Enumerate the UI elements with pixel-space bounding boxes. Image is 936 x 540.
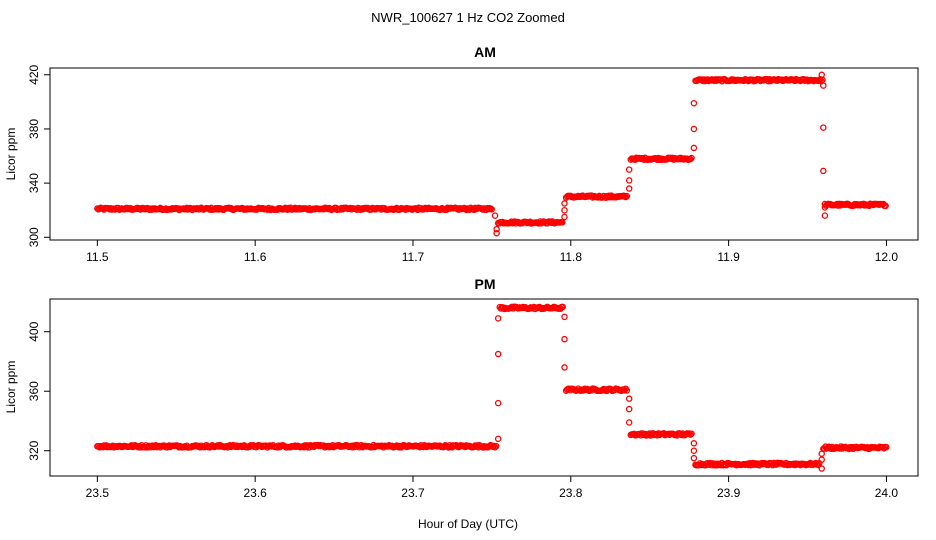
pm-transition-point: [494, 399, 502, 407]
am-panel: AM 11.5 11.6 11.7 11.8 11.9 12.0 300 340 380 420…: [4, 44, 919, 264]
pm-y-axis-label: Licor ppm: [4, 361, 18, 414]
pm-data-point: [559, 303, 567, 311]
am-transition-point: [690, 99, 698, 107]
pm-y-axis: 320 360 400: [27, 321, 50, 461]
am-data-point: [688, 154, 695, 162]
pm-transition-point: [690, 440, 698, 447]
am-y-tick-label: 380: [27, 119, 41, 139]
am-panel-title: AM: [474, 44, 496, 60]
pm-transition-point: [625, 419, 633, 426]
pm-y-tick-label: 360: [27, 381, 41, 401]
pm-x-tick-label: 23.7: [401, 486, 425, 500]
am-x-tick-label: 11.6: [244, 250, 267, 264]
am-transition-point: [561, 206, 568, 214]
pm-transition-point: [561, 335, 568, 343]
pm-x-tick-label: 23.5: [86, 486, 110, 500]
am-data-point: [488, 206, 495, 213]
am-transition-point: [491, 212, 499, 219]
am-transition-point: [690, 125, 698, 133]
pm-data-point: [879, 443, 887, 451]
am-data-point: [623, 192, 631, 200]
pm-transition-point: [494, 435, 502, 443]
am-transition-point: [820, 124, 827, 131]
pm-data-point: [688, 430, 695, 437]
pm-data-points: [94, 303, 890, 472]
pm-panel: PM 23.5 23.6 23.7 23.8 23.9 24.0 320 360 400 Li…: [4, 276, 919, 500]
chart-title: NWR_100627 1 Hz CO2 Zoomed: [371, 10, 565, 25]
am-transition-point: [818, 71, 825, 79]
pm-data-point: [491, 443, 499, 451]
am-data-point: [559, 219, 566, 226]
am-transition-point: [625, 166, 633, 173]
pm-transition-point: [818, 450, 825, 457]
pm-x-axis: 23.5 23.6 23.7 23.8 23.9 24.0: [86, 476, 899, 500]
am-x-tick-label: 11.8: [560, 250, 583, 264]
pm-transition-point: [818, 465, 825, 472]
pm-y-tick-label: 320: [27, 440, 41, 460]
pm-data-point: [686, 430, 693, 437]
pm-data-point: [488, 442, 495, 449]
am-y-axis-label: Licor ppm: [4, 128, 18, 181]
am-y-tick-label: 340: [27, 173, 41, 193]
pm-panel-title: PM: [475, 276, 496, 292]
am-transition-point: [561, 213, 568, 221]
am-x-tick-label: 11.9: [717, 250, 740, 264]
pm-transition-point: [494, 350, 502, 358]
am-y-tick-label: 420: [27, 64, 41, 84]
am-x-tick-label: 11.5: [86, 250, 109, 264]
pm-x-tick-label: 23.9: [717, 486, 741, 500]
am-data-point: [621, 192, 628, 200]
am-data-point: [622, 193, 629, 201]
pm-transition-point: [690, 454, 698, 462]
am-transition-point: [820, 167, 827, 175]
am-y-axis: 300 340 380 420: [27, 64, 50, 247]
am-transition-point: [493, 225, 500, 233]
am-transition-point: [561, 200, 568, 207]
pm-plot-frame: [49, 298, 919, 477]
am-transition-point: [821, 204, 829, 211]
am-transition-point: [625, 185, 633, 192]
pm-transition-point: [818, 456, 825, 463]
am-transition-point: [690, 144, 698, 152]
am-transition-point: [493, 229, 500, 237]
pm-x-tick-label: 24.0: [875, 486, 899, 500]
am-x-axis: 11.5 11.6 11.7 11.8 11.9 12.0: [86, 240, 898, 264]
am-x-tick-label: 12.0: [875, 250, 899, 264]
pm-y-tick-label: 400: [27, 321, 41, 341]
am-plot-frame: [49, 67, 919, 241]
am-data-point: [687, 155, 694, 163]
pm-data-point: [492, 442, 500, 450]
pm-transition-point: [494, 315, 502, 322]
pm-x-tick-label: 23.6: [243, 486, 267, 500]
pm-transition-point: [625, 405, 633, 413]
am-transition-point: [625, 177, 633, 184]
am-x-tick-label: 11.7: [402, 250, 425, 264]
pm-data-point: [678, 431, 685, 439]
pm-x-tick-label: 23.8: [559, 486, 583, 500]
pm-transition-point: [690, 447, 698, 454]
pm-transition-point: [561, 364, 568, 371]
x-axis-label: Hour of Day (UTC): [418, 517, 518, 531]
pm-transition-point: [625, 395, 633, 402]
pm-data-point: [883, 443, 890, 451]
am-data-point: [882, 202, 889, 210]
pm-data-point: [623, 387, 631, 394]
pm-data-point: [687, 431, 694, 438]
am-data-points: [94, 71, 889, 237]
am-y-tick-label: 300: [27, 227, 41, 247]
pm-transition-point: [561, 313, 568, 321]
am-transition-point: [821, 212, 829, 219]
am-transition-point: [820, 82, 827, 89]
